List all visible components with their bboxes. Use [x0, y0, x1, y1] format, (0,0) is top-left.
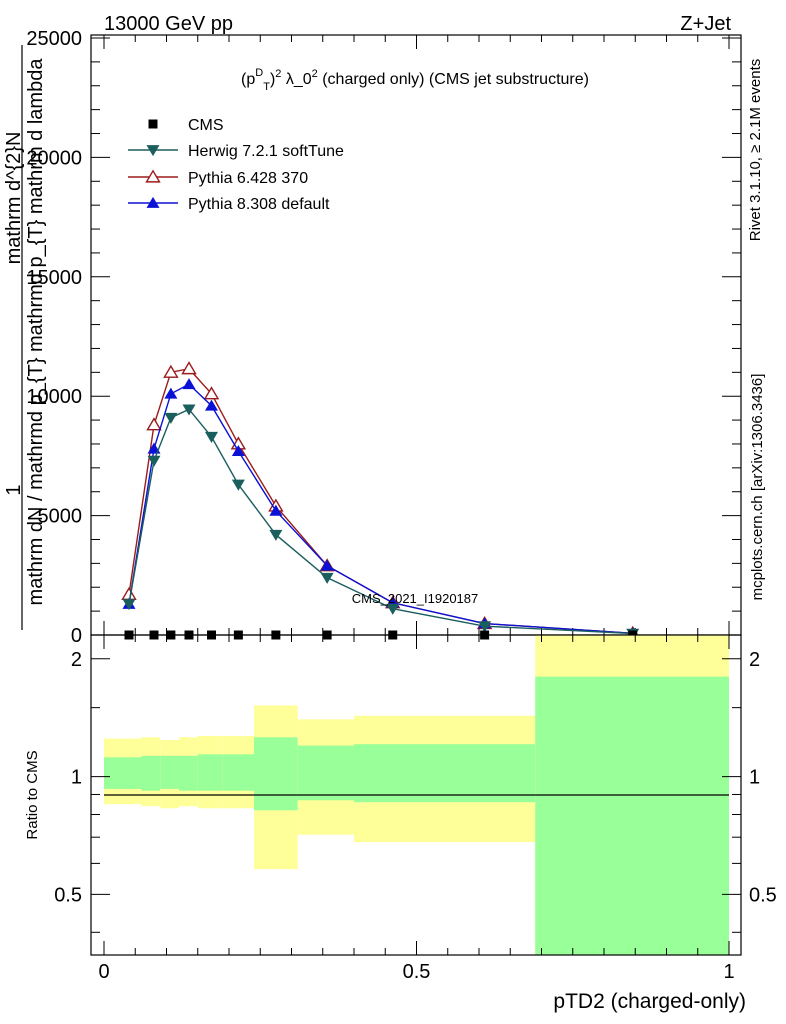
- legend-marker: [146, 196, 160, 208]
- upper-panel: 0 5000 10000 15000 20000 25000 CMS_2021_I1920…: [26, 28, 742, 647]
- upper-series: [121, 361, 641, 640]
- process-label: Z+Jet: [680, 13, 731, 35]
- x-tick-label: 0: [98, 961, 109, 983]
- data-point-pythia-6-428-370: [203, 386, 220, 400]
- data-point-pythia-6-428-370: [181, 361, 197, 375]
- ratio-band-inner: [179, 755, 198, 791]
- title-sub: T: [263, 81, 270, 93]
- energy-label: 13000 GeV pp: [104, 13, 233, 35]
- title-part: (charged only) (CMS jet substructure): [318, 71, 589, 88]
- title-sup: 2: [312, 68, 318, 80]
- ratio-band-inner: [141, 755, 161, 791]
- title-part: λ_0: [281, 71, 311, 88]
- data-point-herwig-7-2-1-softtune: [269, 529, 283, 541]
- ratio-ylabel: Ratio to CMS: [24, 750, 41, 839]
- data-point-herwig-7-2-1-softtune: [320, 572, 334, 584]
- y-tick-label: 10000: [26, 386, 82, 408]
- x-tick-label: 0.5: [403, 961, 431, 983]
- ratio-panel: 0.5 0.5 1 1 2 2 0 0.5 1 Ratio to CMS: [24, 634, 777, 983]
- watermark: CMS_2021_I1920187: [352, 591, 479, 606]
- ratio-tick-label-right: 1: [749, 767, 760, 789]
- data-point-pythia-8-308-default: [164, 387, 178, 399]
- data-point-pythia-8-308-default: [205, 399, 218, 411]
- y-tick-label: 25000: [26, 28, 82, 50]
- data-point-pythia-8-308-default: [269, 504, 283, 516]
- mcplots-label: mcplots.cern.ch [arXiv:1306.3436]: [749, 374, 766, 601]
- upper-ylabel-line1: mathrm d^{2}N: [3, 132, 25, 265]
- data-point-herwig-7-2-1-softtune: [147, 455, 161, 467]
- data-point-pythia-6-428-370: [163, 364, 179, 378]
- legend-marker: [146, 145, 160, 157]
- data-point-herwig-7-2-1-softtune: [122, 599, 136, 611]
- legend-marker: [148, 119, 158, 129]
- data-point-herwig-7-2-1-softtune: [386, 603, 400, 615]
- x-tick-label: 1: [723, 961, 734, 983]
- ratio-axis-ticks: 0.5 0.5 1 1 2 2 0 0.5 1: [54, 635, 777, 983]
- data-point-herwig-7-2-1-softtune: [182, 404, 196, 416]
- legend-marker: [145, 169, 161, 183]
- upper-axis-ticks: 0 5000 10000 15000 20000 25000: [26, 28, 741, 647]
- y-tick-label: 20000: [26, 147, 82, 169]
- y-tick-label: 0: [71, 625, 82, 647]
- data-point-herwig-7-2-1-softtune: [478, 621, 492, 633]
- upper-ylabel: mathrm d^{2}N 1 mathrm dN / mathrmd p_{T…: [3, 45, 47, 630]
- title-sup: D: [255, 67, 263, 79]
- ratio-tick-label-left: 0.5: [54, 884, 82, 906]
- title-sup: 2: [275, 68, 281, 80]
- y-tick-label: 5000: [38, 506, 83, 528]
- legend-label: Pythia 6.428 370: [188, 170, 308, 187]
- ratio-band-inner: [222, 754, 254, 791]
- data-point-pythia-8-308-default: [182, 378, 196, 390]
- ratio-band-inner: [197, 754, 223, 791]
- ratio-tick-label-left: 1: [71, 767, 82, 789]
- chart-title: (pDT)2 λ_02 (charged only) (CMS jet subs…: [241, 67, 589, 93]
- ratio-band-inner: [535, 676, 729, 955]
- ratio-band-inner: [354, 744, 429, 803]
- data-point-pythia-8-308-default: [231, 444, 245, 456]
- ratio-band-inner: [254, 737, 298, 811]
- ratio-band-inner: [429, 744, 536, 803]
- ratio-band-inner: [160, 755, 179, 789]
- ratio-tick-label-right: 0.5: [749, 884, 777, 906]
- data-point-pythia-6-428-370: [146, 417, 162, 431]
- rivet-label: Rivet 3.1.10, ≥ 2.1M events: [747, 59, 764, 242]
- title-part: (p: [241, 71, 255, 88]
- title-part: ): [270, 71, 275, 88]
- ratio-tick-label-left: 2: [71, 649, 82, 671]
- ratio-bands: [104, 635, 729, 955]
- ratio-tick-label-right: 2: [749, 649, 760, 671]
- x-axis-label: pTD2 (charged-only): [553, 990, 746, 1013]
- upper-ylabel-line3: mathrm dN / mathrmd p_{T} mathrmd p_{T} …: [25, 58, 47, 606]
- ratio-band-inner: [104, 757, 142, 789]
- data-point-pythia-8-308-default: [320, 559, 334, 571]
- data-point-herwig-7-2-1-softtune: [164, 412, 178, 424]
- data-point-herwig-7-2-1-softtune: [231, 479, 245, 491]
- legend-label: Herwig 7.2.1 softTune: [188, 143, 344, 160]
- legend-label: Pythia 8.308 default: [188, 196, 330, 213]
- legend-label: CMS: [188, 117, 224, 134]
- ratio-band-inner: [297, 745, 354, 801]
- data-point-herwig-7-2-1-softtune: [205, 431, 218, 443]
- data-point-pythia-6-428-370: [121, 586, 137, 600]
- y-tick-label: 15000: [26, 267, 82, 289]
- upper-ylabel-line2: 1: [3, 484, 25, 495]
- legend: CMS Herwig 7.2.1 softTune Pythia 6.428 370…: [128, 117, 344, 213]
